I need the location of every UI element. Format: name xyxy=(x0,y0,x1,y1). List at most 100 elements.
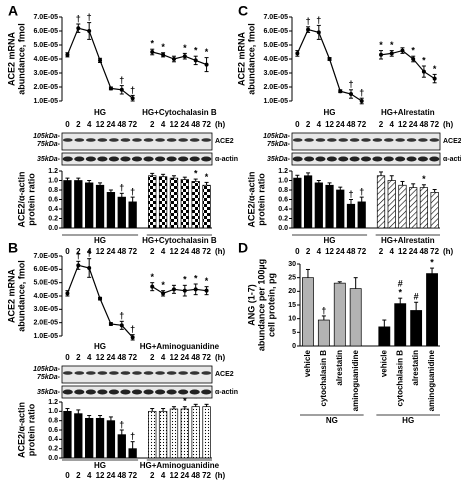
group-label: HG xyxy=(324,236,336,245)
bar xyxy=(387,180,396,229)
significance-marker: * xyxy=(205,47,209,57)
bar xyxy=(117,196,126,229)
bar xyxy=(106,192,116,229)
band xyxy=(131,156,143,162)
point xyxy=(76,263,81,268)
point xyxy=(76,26,81,31)
ladder-label: 105kDa- xyxy=(33,133,61,140)
bar xyxy=(357,201,366,229)
band xyxy=(166,389,177,395)
band xyxy=(304,138,314,142)
band xyxy=(372,138,383,142)
bar xyxy=(293,177,302,229)
point xyxy=(161,291,166,296)
ladder-label: 35kDa- xyxy=(37,389,61,396)
point xyxy=(193,287,198,292)
y-tick-label: 0.0 xyxy=(48,225,58,232)
bar xyxy=(63,410,72,459)
y-tick-label: 0.4 xyxy=(278,206,288,213)
x-tick-label: 12 xyxy=(170,247,179,256)
y-tick-label: 0.4 xyxy=(48,436,58,443)
y-tick-label: 0 xyxy=(292,343,296,350)
point xyxy=(87,266,92,270)
x-tick-label: 24 xyxy=(336,247,345,256)
band xyxy=(62,389,73,395)
band xyxy=(178,156,189,162)
band xyxy=(85,156,96,162)
significance-marker: * xyxy=(205,276,209,286)
band xyxy=(406,138,417,142)
band xyxy=(292,138,303,142)
band-label: ACE2 xyxy=(443,138,461,145)
y-tick-label: 0.2 xyxy=(278,215,288,222)
x-tick-label: 12 xyxy=(96,120,105,129)
x-tick-label: 12 xyxy=(398,247,407,256)
bar xyxy=(191,181,200,229)
band xyxy=(201,371,212,375)
y-tick-label: 1.0 xyxy=(278,177,288,184)
band xyxy=(315,156,326,162)
point xyxy=(98,58,103,63)
band xyxy=(86,371,96,375)
band xyxy=(62,156,73,162)
band xyxy=(349,156,360,162)
x-tick-label: 72 xyxy=(202,471,211,480)
band xyxy=(62,371,73,375)
band xyxy=(132,138,142,142)
band xyxy=(74,371,85,375)
bar xyxy=(95,417,105,459)
band xyxy=(338,138,349,142)
ladder-label: 35kDa- xyxy=(37,156,61,163)
band xyxy=(361,138,371,142)
bar xyxy=(346,203,356,229)
band xyxy=(372,156,383,162)
band xyxy=(155,371,165,375)
x-tick-label: 24 xyxy=(409,120,418,129)
x-tick-label: 72 xyxy=(128,247,137,256)
band xyxy=(85,389,96,395)
x-tick-label: 4 xyxy=(161,353,166,362)
y-tick-label: 15 xyxy=(288,302,296,309)
bar xyxy=(169,408,179,459)
y-tick-label: 5.0E-05 xyxy=(33,42,58,49)
y-axis-label: abundance, fmol xyxy=(16,260,26,332)
y-tick-label: 20 xyxy=(288,288,296,295)
point xyxy=(150,50,155,54)
band xyxy=(74,156,85,162)
x-tick-label: 0 xyxy=(65,471,70,480)
x-tick-label: cytochalasin B xyxy=(395,350,404,407)
significance-marker: † xyxy=(359,187,364,197)
point xyxy=(171,287,176,292)
x-tick-label: 4 xyxy=(87,471,92,480)
y-tick-label: 3.0E-05 xyxy=(33,306,58,313)
band xyxy=(74,138,85,142)
x-tick-label: 24 xyxy=(106,247,115,256)
panel-label: B xyxy=(8,240,18,256)
ladder-label: 35kDa- xyxy=(267,156,291,163)
point xyxy=(327,57,332,61)
point xyxy=(348,92,353,96)
bar xyxy=(180,408,189,459)
band xyxy=(108,389,120,395)
x-tick-label: 72 xyxy=(128,471,137,480)
band xyxy=(120,156,131,162)
band-label: ACE2 xyxy=(215,138,234,145)
panel-label: D xyxy=(238,240,248,256)
point xyxy=(316,30,321,35)
x-tick-label: 4 xyxy=(317,247,322,256)
significance-marker: * xyxy=(205,394,209,404)
x-tick-label: 0 xyxy=(65,353,70,362)
band xyxy=(166,156,177,162)
x-tick-label: 12 xyxy=(170,120,179,129)
band xyxy=(189,138,200,142)
significance-marker: * xyxy=(422,55,426,65)
x-tick-label: 2 xyxy=(76,247,81,256)
y-axis-label: protein ratio xyxy=(26,403,36,456)
band xyxy=(109,371,119,375)
y-tick-label: 0.8 xyxy=(48,187,58,194)
band xyxy=(327,138,337,142)
bar xyxy=(202,406,211,459)
y-axis-label: ACE2/α-actin xyxy=(16,402,26,458)
y-axis-label: protein ratio xyxy=(26,173,36,226)
point xyxy=(338,89,343,94)
